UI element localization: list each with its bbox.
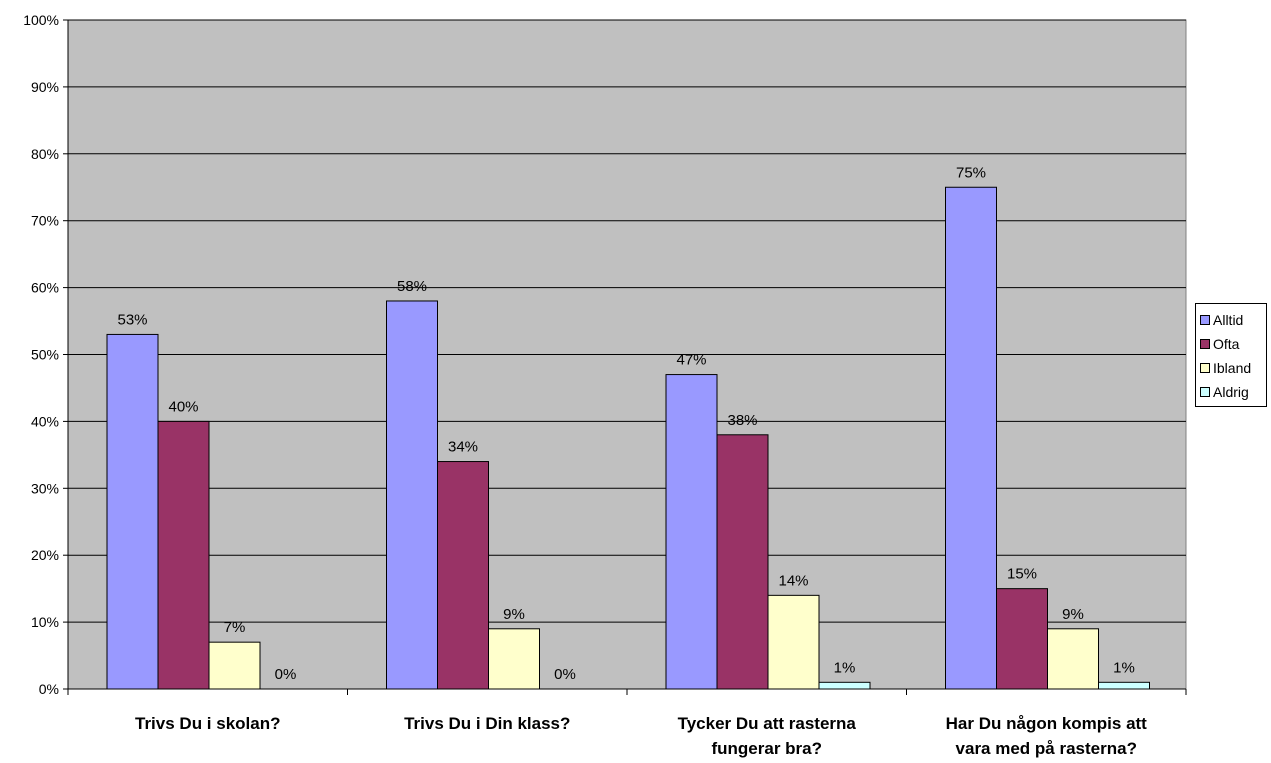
legend-label: Ofta xyxy=(1213,336,1240,352)
legend-item-ofta: Ofta xyxy=(1200,332,1266,356)
data-label: 15% xyxy=(1007,566,1037,583)
data-label: 9% xyxy=(1062,606,1084,623)
x-category-label-line: Trivs Du i skolan? xyxy=(135,714,281,733)
x-category-label-line: fungerar bra? xyxy=(711,739,822,758)
y-tick-label: 40% xyxy=(31,413,59,429)
bar-ibland xyxy=(1047,628,1099,690)
data-label: 53% xyxy=(117,311,147,328)
bar-alltid xyxy=(665,374,718,690)
data-label: 9% xyxy=(503,606,525,623)
legend-swatch xyxy=(1200,363,1210,373)
legend: Alltid Ofta Ibland Aldrig xyxy=(1195,303,1267,407)
bar-ibland xyxy=(767,594,820,690)
bar-alltid xyxy=(945,186,997,690)
x-category-label: Har Du någon kompis att vara med på raste… xyxy=(946,714,1148,758)
data-label: 1% xyxy=(834,659,856,676)
bar-aldrig xyxy=(1098,681,1150,690)
data-label: 1% xyxy=(1113,659,1135,676)
legend-swatch xyxy=(1200,339,1210,349)
legend-item-aldrig: Aldrig xyxy=(1200,380,1266,404)
x-category-label-line: Tycker Du att rasterna xyxy=(678,714,857,733)
data-label: 34% xyxy=(448,439,478,456)
x-category-label: Trivs Du i Din klass? xyxy=(404,714,570,733)
bar-ofta xyxy=(996,588,1048,690)
y-tick-label: 0% xyxy=(39,681,59,697)
data-label: 58% xyxy=(397,278,427,295)
x-category-label-line: Har Du någon kompis att xyxy=(946,714,1148,733)
x-category-label: Tycker Du att rasterna fungerar bra? xyxy=(678,714,857,758)
legend-item-alltid: Alltid xyxy=(1200,308,1266,332)
legend-swatch xyxy=(1200,315,1210,325)
y-tick-label: 10% xyxy=(31,614,59,630)
bar-alltid xyxy=(386,300,438,690)
y-tick-label: 90% xyxy=(31,79,59,95)
x-category-label-line: vara med på rasterna? xyxy=(956,739,1137,758)
y-tick-label: 100% xyxy=(23,12,59,28)
y-tick-label: 60% xyxy=(31,280,59,296)
data-label: 0% xyxy=(275,666,297,683)
bar-ibland xyxy=(488,628,540,690)
y-tick-label: 70% xyxy=(31,213,59,229)
bar-ibland xyxy=(208,641,261,690)
data-label: 7% xyxy=(224,619,246,636)
bar-ofta xyxy=(157,420,210,690)
legend-label: Aldrig xyxy=(1213,384,1249,400)
legend-label: Alltid xyxy=(1213,312,1244,328)
bar-ofta xyxy=(716,434,769,690)
bar-alltid xyxy=(106,333,159,690)
bar-aldrig xyxy=(818,681,871,690)
y-tick-label: 50% xyxy=(31,347,59,363)
x-category-label: Trivs Du i skolan? xyxy=(135,714,281,733)
data-label: 75% xyxy=(956,164,986,181)
legend-swatch xyxy=(1200,387,1210,397)
data-label: 40% xyxy=(168,398,198,415)
legend-label: Ibland xyxy=(1213,360,1252,376)
legend-item-ibland: Ibland xyxy=(1200,356,1266,380)
data-label: 47% xyxy=(676,352,706,369)
data-label: 14% xyxy=(778,572,808,589)
y-tick-label: 20% xyxy=(31,547,59,563)
y-tick-label: 30% xyxy=(31,480,59,496)
data-label: 38% xyxy=(727,412,757,429)
y-tick-label: 80% xyxy=(31,146,59,162)
data-label: 0% xyxy=(554,666,576,683)
x-category-label-line: Trivs Du i Din klass? xyxy=(404,714,570,733)
bar-ofta xyxy=(437,461,489,690)
